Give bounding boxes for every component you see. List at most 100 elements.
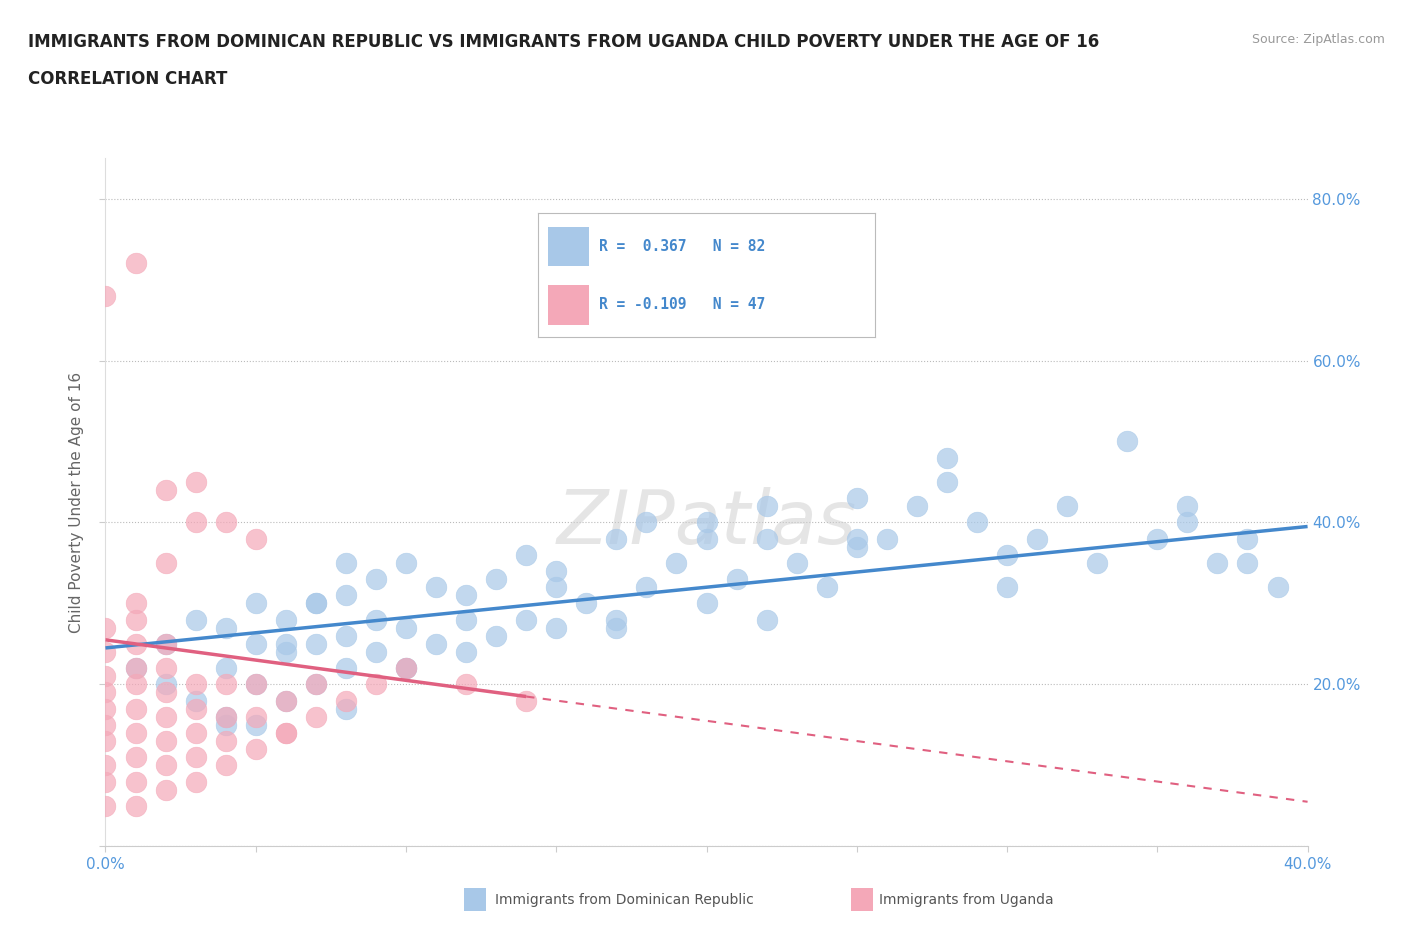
Point bbox=[184, 725, 207, 740]
Text: IMMIGRANTS FROM DOMINICAN REPUBLIC VS IMMIGRANTS FROM UGANDA CHILD POVERTY UNDER: IMMIGRANTS FROM DOMINICAN REPUBLIC VS IM… bbox=[28, 33, 1099, 50]
Point bbox=[245, 596, 267, 611]
Point bbox=[155, 555, 177, 570]
Point bbox=[395, 660, 418, 675]
Point bbox=[696, 515, 718, 530]
Point bbox=[364, 677, 387, 692]
Point bbox=[665, 555, 688, 570]
Point bbox=[845, 531, 868, 546]
Point bbox=[184, 677, 207, 692]
Point bbox=[274, 612, 297, 627]
Point bbox=[245, 531, 267, 546]
Point bbox=[245, 717, 267, 732]
Point bbox=[1206, 555, 1229, 570]
Point bbox=[395, 620, 418, 635]
Point bbox=[454, 612, 477, 627]
Text: ZIPatlas: ZIPatlas bbox=[557, 486, 856, 559]
Point bbox=[124, 660, 146, 675]
Point bbox=[184, 612, 207, 627]
Text: Source: ZipAtlas.com: Source: ZipAtlas.com bbox=[1251, 33, 1385, 46]
Point bbox=[155, 758, 177, 773]
Text: Immigrants from Uganda: Immigrants from Uganda bbox=[879, 893, 1053, 908]
Point bbox=[184, 774, 207, 789]
Point bbox=[546, 579, 568, 594]
Point bbox=[214, 620, 236, 635]
Point bbox=[214, 734, 236, 749]
Point bbox=[725, 572, 748, 587]
Point bbox=[845, 491, 868, 506]
Point bbox=[636, 515, 658, 530]
Point bbox=[124, 750, 146, 764]
Point bbox=[94, 758, 117, 773]
Point bbox=[696, 531, 718, 546]
Point bbox=[605, 531, 627, 546]
Point bbox=[515, 548, 537, 563]
Point bbox=[94, 734, 117, 749]
Point bbox=[755, 498, 778, 513]
Point bbox=[155, 636, 177, 651]
Point bbox=[274, 693, 297, 708]
Point bbox=[274, 693, 297, 708]
Point bbox=[94, 798, 117, 813]
Point bbox=[515, 612, 537, 627]
Point bbox=[335, 555, 357, 570]
Point bbox=[966, 515, 988, 530]
Point bbox=[214, 758, 236, 773]
Point bbox=[755, 612, 778, 627]
Point bbox=[245, 742, 267, 757]
Point bbox=[155, 710, 177, 724]
Point bbox=[995, 579, 1018, 594]
Point bbox=[184, 750, 207, 764]
Point bbox=[1267, 579, 1289, 594]
Text: CORRELATION CHART: CORRELATION CHART bbox=[28, 70, 228, 87]
Point bbox=[245, 710, 267, 724]
Point bbox=[364, 612, 387, 627]
Point bbox=[214, 717, 236, 732]
Point bbox=[1146, 531, 1168, 546]
Text: Immigrants from Dominican Republic: Immigrants from Dominican Republic bbox=[495, 893, 754, 908]
Point bbox=[184, 515, 207, 530]
Point bbox=[364, 572, 387, 587]
Point bbox=[155, 483, 177, 498]
Point bbox=[124, 660, 146, 675]
Point bbox=[124, 677, 146, 692]
Point bbox=[94, 701, 117, 716]
Point bbox=[184, 701, 207, 716]
Point bbox=[905, 498, 928, 513]
Point bbox=[1056, 498, 1078, 513]
Point bbox=[155, 782, 177, 797]
Point bbox=[696, 596, 718, 611]
Point bbox=[155, 636, 177, 651]
Point bbox=[184, 474, 207, 489]
Point bbox=[1236, 555, 1258, 570]
Point bbox=[936, 474, 959, 489]
Point bbox=[124, 725, 146, 740]
Point bbox=[454, 644, 477, 659]
Point bbox=[755, 531, 778, 546]
Point bbox=[274, 725, 297, 740]
Point bbox=[155, 677, 177, 692]
Point bbox=[124, 774, 146, 789]
Point bbox=[274, 636, 297, 651]
Point bbox=[245, 677, 267, 692]
Point bbox=[395, 660, 418, 675]
Point bbox=[245, 677, 267, 692]
Point bbox=[94, 288, 117, 303]
Point bbox=[425, 636, 447, 651]
Point bbox=[936, 450, 959, 465]
Point bbox=[515, 693, 537, 708]
Point bbox=[335, 588, 357, 603]
Point bbox=[124, 636, 146, 651]
Point bbox=[575, 596, 598, 611]
Point bbox=[305, 710, 328, 724]
Point bbox=[214, 660, 236, 675]
Point bbox=[155, 734, 177, 749]
Point bbox=[845, 539, 868, 554]
Point bbox=[605, 612, 627, 627]
Point bbox=[94, 620, 117, 635]
Point bbox=[94, 669, 117, 684]
Point bbox=[876, 531, 898, 546]
Point bbox=[995, 548, 1018, 563]
Point bbox=[1175, 515, 1198, 530]
Point bbox=[94, 774, 117, 789]
Point bbox=[454, 588, 477, 603]
